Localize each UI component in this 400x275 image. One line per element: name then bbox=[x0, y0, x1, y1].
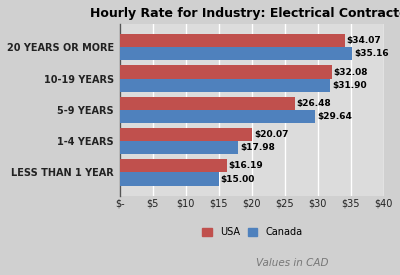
Bar bbox=[120, 141, 238, 154]
Bar bbox=[120, 79, 330, 92]
Text: Values in CAD: Values in CAD bbox=[256, 258, 328, 268]
Text: $26.48: $26.48 bbox=[296, 99, 331, 108]
Text: $34.07: $34.07 bbox=[347, 36, 382, 45]
Bar bbox=[120, 97, 294, 110]
Legend: USA, Canada: USA, Canada bbox=[198, 223, 306, 241]
Bar bbox=[120, 65, 332, 79]
Bar bbox=[120, 159, 226, 172]
Text: $17.98: $17.98 bbox=[240, 143, 275, 152]
Text: $32.08: $32.08 bbox=[334, 68, 368, 76]
Title: Hourly Rate for Industry: Electrical Contractor: Hourly Rate for Industry: Electrical Con… bbox=[90, 7, 400, 20]
Text: $20.07: $20.07 bbox=[254, 130, 289, 139]
Text: $31.90: $31.90 bbox=[332, 81, 367, 90]
Text: $29.64: $29.64 bbox=[318, 112, 352, 121]
Text: $15.00: $15.00 bbox=[221, 175, 255, 183]
Bar bbox=[120, 128, 252, 141]
Bar bbox=[120, 34, 345, 47]
Bar bbox=[120, 110, 316, 123]
Text: $35.16: $35.16 bbox=[354, 50, 388, 58]
Bar bbox=[120, 172, 219, 186]
Bar bbox=[120, 47, 352, 60]
Text: $16.19: $16.19 bbox=[228, 161, 263, 170]
